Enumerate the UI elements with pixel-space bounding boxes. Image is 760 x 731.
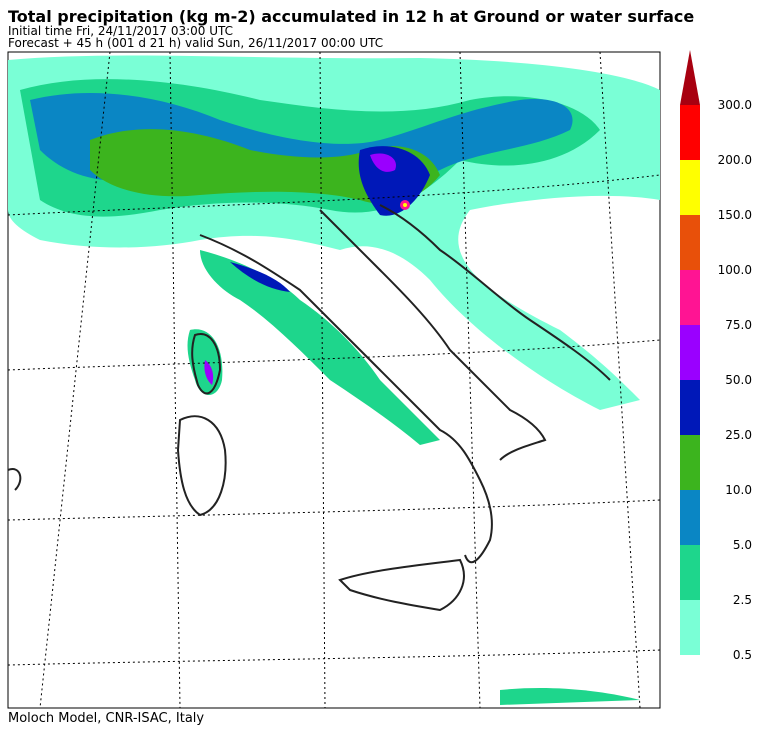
- colorbar-box: [680, 105, 700, 160]
- footer-credit: Moloch Model, CNR-ISAC, Italy: [8, 711, 204, 726]
- colorbar-label: 10.0: [725, 483, 752, 497]
- colorbar-label: 2.5: [733, 593, 752, 607]
- colorbar-label: 100.0: [718, 263, 752, 277]
- colorbar-box: [680, 490, 700, 545]
- colorbar-label: 150.0: [718, 208, 752, 222]
- colorbar-label: 300.0: [718, 98, 752, 112]
- colorbar-label: 25.0: [725, 428, 752, 442]
- colorbar-box: [680, 270, 700, 325]
- colorbar-box: [680, 435, 700, 490]
- colorbar: 0.5 2.5 5.0 10.0 25.0 50.0 75.0 100.0 150.0 200.0…: [680, 50, 752, 662]
- map: [7, 51, 661, 709]
- colorbar-box: [680, 600, 700, 655]
- initial-time: Initial time Fri, 24/11/2017 03:00 UTC: [8, 24, 233, 38]
- forecast-time: Forecast + 45 h (001 d 21 h) valid Sun, …: [8, 36, 383, 50]
- colorbar-box: [680, 325, 700, 380]
- colorbar-label: 50.0: [725, 373, 752, 387]
- colorbar-arrow: [680, 50, 700, 105]
- colorbar-label: 75.0: [725, 318, 752, 332]
- colorbar-label: 5.0: [733, 538, 752, 552]
- colorbar-box: [680, 215, 700, 270]
- title: Total precipitation (kg m-2) accumulated…: [8, 7, 694, 26]
- colorbar-box: [680, 160, 700, 215]
- colorbar-box: [680, 380, 700, 435]
- colorbar-box: [680, 545, 700, 600]
- colorbar-label: 0.5: [733, 648, 752, 662]
- colorbar-label: 200.0: [718, 153, 752, 167]
